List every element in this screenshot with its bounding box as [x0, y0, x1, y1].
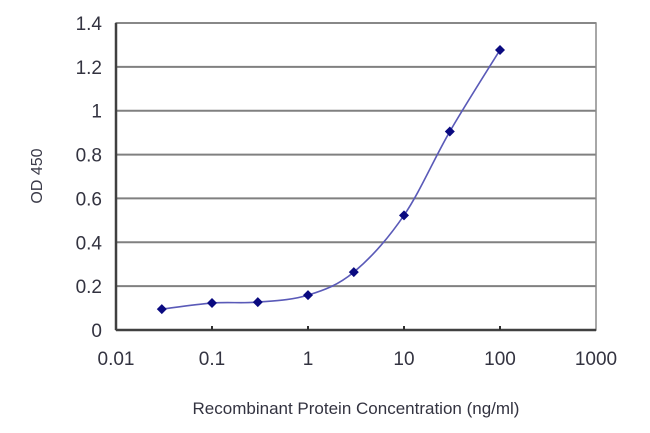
- gridlines: [116, 22, 596, 288]
- x-axis-tick-labels: 0.01 0.1 1 10 100 1000: [98, 349, 618, 370]
- y-tick-label: 0.8: [76, 146, 102, 167]
- data-point-marker: [207, 298, 217, 309]
- data-point-marker: [495, 44, 505, 55]
- x-tick-label: 100: [484, 349, 516, 370]
- data-point-marker: [156, 304, 167, 315]
- y-tick-label: 0.2: [76, 277, 102, 298]
- y-tick-label: 1.4: [76, 14, 103, 35]
- y-axis-tick-labels: 0 0.2 0.4 0.6 0.8 1 1.2 1.4: [76, 14, 103, 342]
- x-tick-label: 10: [393, 349, 414, 370]
- y-axis-title: OD 450: [29, 148, 46, 203]
- y-tick-label: 0.4: [76, 233, 103, 254]
- x-tick-label: 1: [303, 349, 314, 370]
- y-tick-label: 1.2: [76, 58, 102, 79]
- x-tick-label: 1000: [575, 349, 617, 370]
- data-point-marker: [444, 126, 455, 137]
- x-tick-label: 0.01: [98, 349, 135, 370]
- fit-curve: [161, 49, 501, 310]
- data-point-marker: [399, 210, 409, 221]
- y-tick-label: 0.6: [76, 189, 102, 210]
- x-tick-label: 0.1: [199, 349, 225, 370]
- data-markers: [156, 44, 505, 315]
- data-point-marker: [252, 297, 263, 308]
- plot-area: [115, 22, 597, 331]
- x-axis-ticks: [211, 326, 501, 330]
- x-axis-title: Recombinant Protein Concentration (ng/ml…: [193, 399, 520, 418]
- y-tick-label: 1: [91, 102, 102, 123]
- data-point-marker: [303, 290, 313, 301]
- y-tick-label: 0: [91, 321, 102, 342]
- data-point-marker: [348, 267, 359, 278]
